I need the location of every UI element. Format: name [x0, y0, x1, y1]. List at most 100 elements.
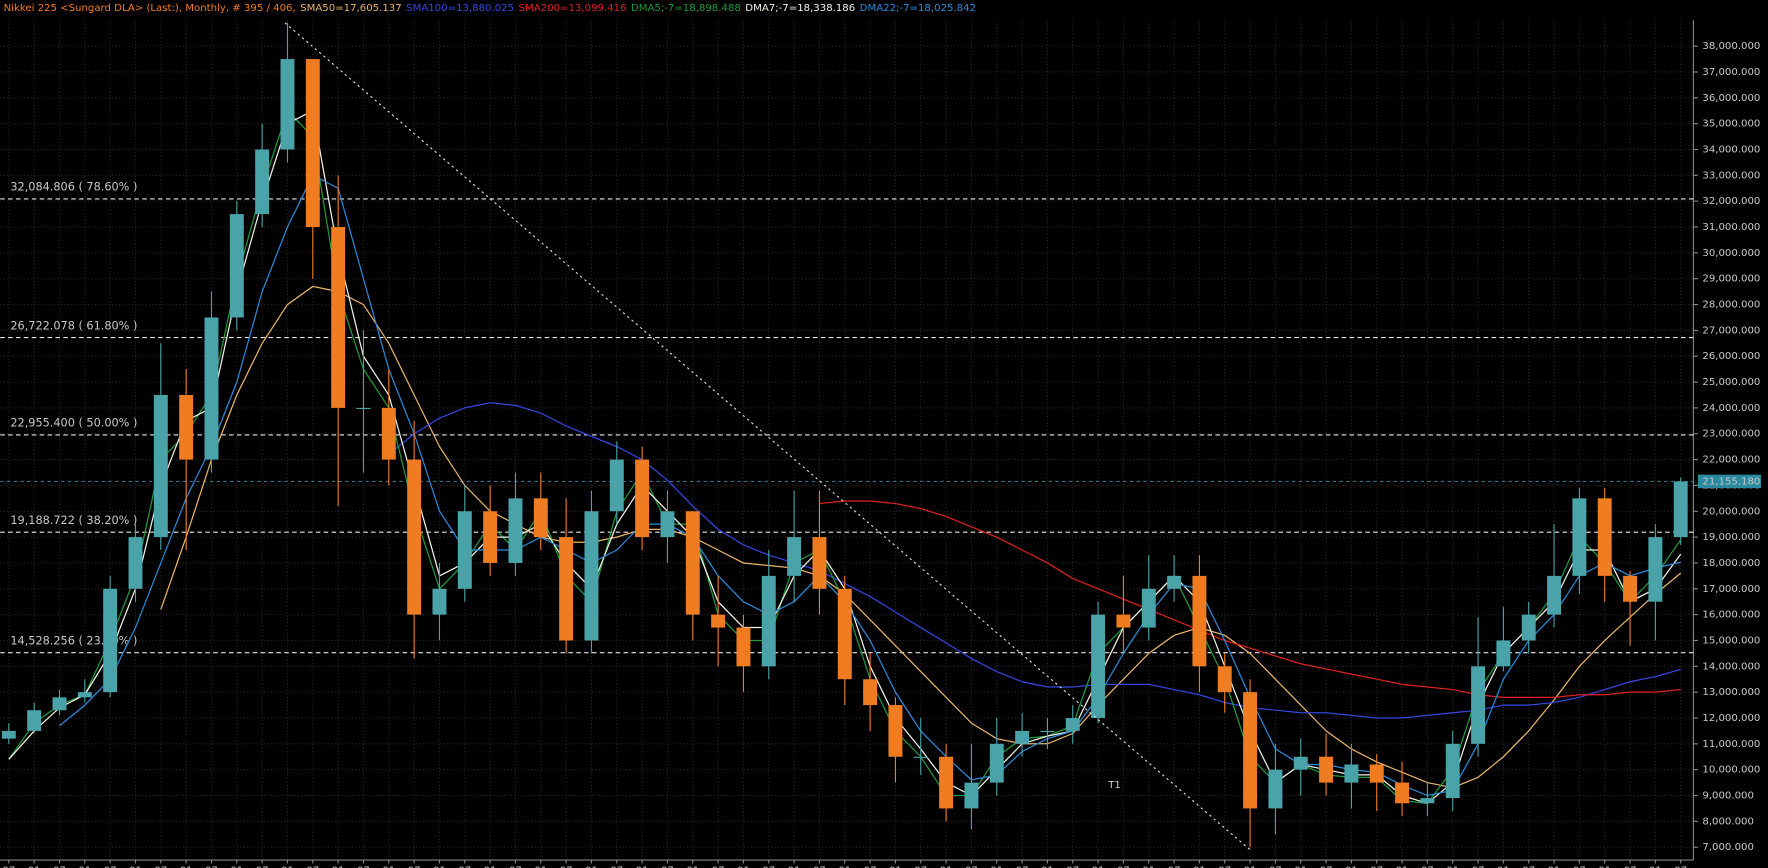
candle-body [1319, 756, 1334, 783]
candle-body [1572, 498, 1587, 576]
x-tick-label: 01 [838, 865, 851, 868]
x-tick-label: 01 [940, 865, 953, 868]
x-tick-label: 07 [1522, 865, 1535, 868]
header-series: SMA100=13,880.025 [406, 3, 514, 14]
chart-header: Nikkei 225 <Sungard DLA> (Last:), Monthl… [4, 3, 976, 14]
y-tick-label: 8,000.000 [1702, 816, 1754, 827]
x-tick-label: 07 [813, 865, 826, 868]
candle-body [1445, 743, 1460, 799]
candle-body [483, 511, 498, 563]
x-tick-label: 01 [180, 865, 193, 868]
x-tick-label: 07 [154, 865, 167, 868]
header-series: DMA22;-7=18,025.842 [860, 3, 976, 14]
candle-body [1471, 666, 1486, 744]
ma-line [59, 174, 1681, 797]
x-tick-label: 07 [712, 865, 725, 868]
x-tick-label: 07 [104, 865, 117, 868]
candle-body [77, 692, 92, 698]
x-tick-label: 07 [357, 865, 370, 868]
x-tick-label: 01 [281, 865, 294, 868]
x-tick-label: 01 [737, 865, 750, 868]
candle-body [1040, 730, 1055, 733]
candle-body [1648, 537, 1663, 602]
candle-body [635, 459, 650, 538]
candle-body [584, 511, 599, 641]
x-tick-label: 01 [534, 865, 547, 868]
candle-body [1673, 481, 1688, 538]
header-title: Nikkei 225 <Sungard DLA> (Last:), Monthl… [4, 3, 296, 14]
x-tick-label: 01 [636, 865, 649, 868]
x-tick-label: 07 [509, 865, 522, 868]
header-series: SMA50=17,605.137 [300, 3, 401, 14]
x-tick-label: 01 [484, 865, 497, 868]
candle-body [913, 756, 928, 758]
candle-body [711, 614, 726, 628]
candle-body [179, 394, 194, 460]
y-tick-label: 38,000.000 [1702, 41, 1760, 52]
candle-body [1395, 782, 1410, 804]
candle-body [787, 537, 802, 576]
candle-body [660, 511, 675, 538]
fib-label: 32,084.806 ( 78.60% ) [10, 181, 137, 194]
candle-body [280, 59, 295, 150]
fib-label: 22,955.400 ( 50.00% ) [10, 417, 137, 430]
candle-body [837, 588, 852, 680]
x-tick-label: 01 [1598, 865, 1611, 868]
y-tick-label: 28,000.000 [1702, 300, 1760, 311]
trendline-label: T1 [1107, 780, 1121, 791]
fib-label: 19,188.722 ( 38.20% ) [10, 514, 137, 527]
x-tick-label: 07 [205, 865, 218, 868]
header-series: DMA5;-7=18,898.488 [631, 3, 741, 14]
candle-body [229, 214, 244, 318]
candle-body [1141, 588, 1156, 628]
x-tick-label: 07 [256, 865, 269, 868]
candle-body [888, 705, 903, 757]
x-tick-label: 07 [1168, 865, 1181, 868]
candle-body [736, 627, 751, 667]
x-tick-label: 01 [1345, 865, 1358, 868]
x-tick-label: 07 [458, 865, 471, 868]
candle-body [508, 498, 523, 563]
x-tick-label: 07 [661, 865, 674, 868]
y-tick-label: 32,000.000 [1702, 196, 1760, 207]
candle-body [1268, 769, 1283, 809]
x-tick-label: 07 [1421, 865, 1434, 868]
x-tick-label: 01 [1244, 865, 1257, 868]
x-tick-label: 01 [1142, 865, 1155, 868]
x-tick-label: 01 [990, 865, 1003, 868]
x-tick-label: 07 [2, 865, 15, 868]
candle-body [761, 575, 776, 667]
x-tick-label: 01 [332, 865, 345, 868]
candle-body [52, 697, 67, 711]
candle-body [1521, 614, 1536, 641]
y-tick-label: 34,000.000 [1702, 144, 1760, 155]
y-tick-label: 35,000.000 [1702, 119, 1760, 130]
x-tick-label: 07 [1624, 865, 1637, 868]
candle-body [103, 588, 118, 693]
fib-label: 26,722.078 ( 61.80% ) [10, 319, 137, 332]
y-tick-label: 36,000.000 [1702, 93, 1760, 104]
x-tick-label: 01 [788, 865, 801, 868]
ma-line [819, 500, 1681, 698]
y-tick-label: 37,000.000 [1702, 67, 1760, 78]
candle-body [407, 459, 422, 615]
candle-body [305, 59, 320, 228]
x-tick-label: 01 [230, 865, 243, 868]
x-tick-label: 01 [1649, 865, 1662, 868]
x-tick-label: 07 [864, 865, 877, 868]
x-tick-label: 01 [28, 865, 41, 868]
candle-body [1293, 756, 1308, 770]
candle-body [1547, 575, 1562, 615]
x-tick-label: 07 [1573, 865, 1586, 868]
y-tick-label: 9,000.000 [1702, 791, 1754, 802]
x-tick-label: 07 [1218, 865, 1231, 868]
x-tick-label: 07 [53, 865, 66, 868]
candle-body [1015, 730, 1030, 744]
x-tick-label: 01 [1193, 865, 1206, 868]
x-tick-label: 01 [382, 865, 395, 868]
y-tick-label: 24,000.000 [1702, 403, 1760, 414]
y-tick-label: 30,000.000 [1702, 248, 1760, 259]
y-tick-label: 27,000.000 [1702, 325, 1760, 336]
y-tick-label: 23,000.000 [1702, 429, 1760, 440]
